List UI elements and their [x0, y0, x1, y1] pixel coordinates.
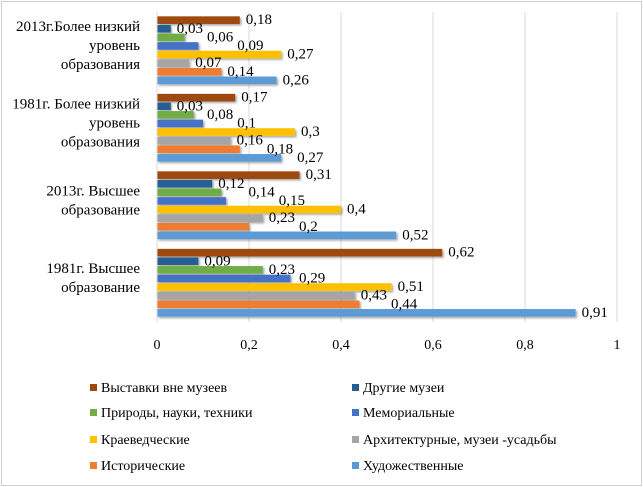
bar — [157, 102, 171, 111]
data-label: 0,18 — [246, 12, 272, 28]
data-label: 0,17 — [241, 90, 268, 106]
bar — [157, 300, 360, 309]
category-label: 2013г. Высшее образование — [46, 183, 140, 218]
data-label: 0,14 — [248, 184, 275, 200]
bar — [157, 33, 185, 42]
data-label: 0,08 — [207, 107, 233, 123]
data-label: 0,16 — [237, 133, 264, 149]
data-label: 0,27 — [287, 47, 314, 63]
data-label: 0,18 — [267, 141, 293, 157]
data-label: 0,43 — [361, 288, 387, 304]
bar — [157, 128, 295, 136]
legend-marker — [352, 409, 359, 416]
bar — [157, 154, 282, 162]
legend-marker — [352, 384, 359, 391]
data-label: 0,09 — [237, 38, 263, 54]
bar — [157, 248, 443, 257]
data-label: 0,14 — [227, 64, 254, 80]
x-tick-label: 0,6 — [424, 338, 442, 353]
bar — [157, 291, 355, 300]
bar — [157, 16, 240, 24]
data-label: 0,29 — [299, 270, 325, 286]
category-label: 2013г.Более низкий уровень образования — [16, 19, 140, 73]
data-label: 0,31 — [306, 167, 332, 183]
x-tick-label: 1 — [614, 338, 621, 353]
data-label: 0,62 — [448, 245, 474, 261]
x-tick-label: 0,2 — [240, 338, 258, 353]
x-tick-label: 0,8 — [516, 338, 534, 353]
bar — [157, 205, 341, 214]
data-label: 0,23 — [269, 210, 295, 226]
bar — [157, 222, 249, 231]
legend-marker — [90, 436, 97, 443]
legend-label: Мемориальные — [363, 406, 455, 421]
data-label: 0,44 — [391, 296, 418, 312]
data-label: 0,09 — [204, 253, 230, 269]
data-label: 0,12 — [218, 176, 244, 192]
bar — [157, 214, 263, 222]
data-label: 0,52 — [402, 227, 428, 243]
bar — [157, 188, 222, 197]
bar — [157, 179, 213, 188]
x-tick-label: 0,4 — [332, 338, 350, 353]
bar — [157, 50, 282, 59]
bar — [157, 309, 576, 317]
data-label: 0,91 — [582, 305, 608, 321]
legend-label: Выставки вне музеев — [101, 381, 227, 396]
data-label: 0,4 — [347, 202, 366, 218]
category-label: 1981г. Более низкий уровень образования — [12, 96, 140, 150]
legend-marker — [90, 462, 97, 469]
legend-marker — [90, 384, 97, 391]
bar — [157, 42, 199, 50]
data-label: 0,07 — [195, 55, 222, 71]
bar — [157, 171, 300, 179]
category-label: 1981г. Высшее образование — [46, 261, 140, 296]
bar — [157, 119, 203, 128]
data-label: 0,27 — [297, 150, 324, 166]
legend-marker — [90, 409, 97, 416]
legend-marker — [352, 462, 359, 469]
legend-label: Художественные — [363, 459, 464, 474]
legend-label: Другие музеи — [363, 381, 445, 396]
data-label: 0,03 — [177, 21, 203, 37]
data-label: 0,23 — [269, 262, 295, 278]
data-label: 0,03 — [177, 98, 203, 114]
bar — [157, 283, 392, 291]
legend-label: Исторические — [101, 459, 185, 474]
data-label: 0,3 — [301, 124, 320, 140]
data-label: 0,2 — [299, 219, 318, 235]
data-label: 0,06 — [207, 29, 234, 45]
x-tick-label: 0 — [154, 338, 161, 353]
data-label: 0,15 — [279, 193, 305, 209]
bar — [157, 266, 263, 274]
data-label: 0,51 — [398, 279, 424, 295]
bar — [157, 67, 222, 76]
legend-marker — [352, 436, 359, 443]
bar — [157, 24, 171, 33]
bar — [157, 59, 190, 67]
bar — [157, 231, 397, 240]
bar — [157, 145, 240, 154]
data-label: 0,26 — [283, 72, 310, 88]
bar — [157, 111, 194, 119]
data-label: 0,1 — [237, 115, 256, 131]
bar — [157, 136, 231, 145]
legend-label: Природы, науки, техники — [101, 406, 253, 421]
bar — [157, 257, 199, 266]
legend-label: Краеведческие — [101, 433, 190, 448]
bar — [157, 76, 277, 85]
bar — [157, 274, 291, 283]
bar — [157, 197, 226, 205]
legend-label: Архитектурные, музеи -усадьбы — [363, 433, 557, 448]
bar — [157, 93, 236, 102]
